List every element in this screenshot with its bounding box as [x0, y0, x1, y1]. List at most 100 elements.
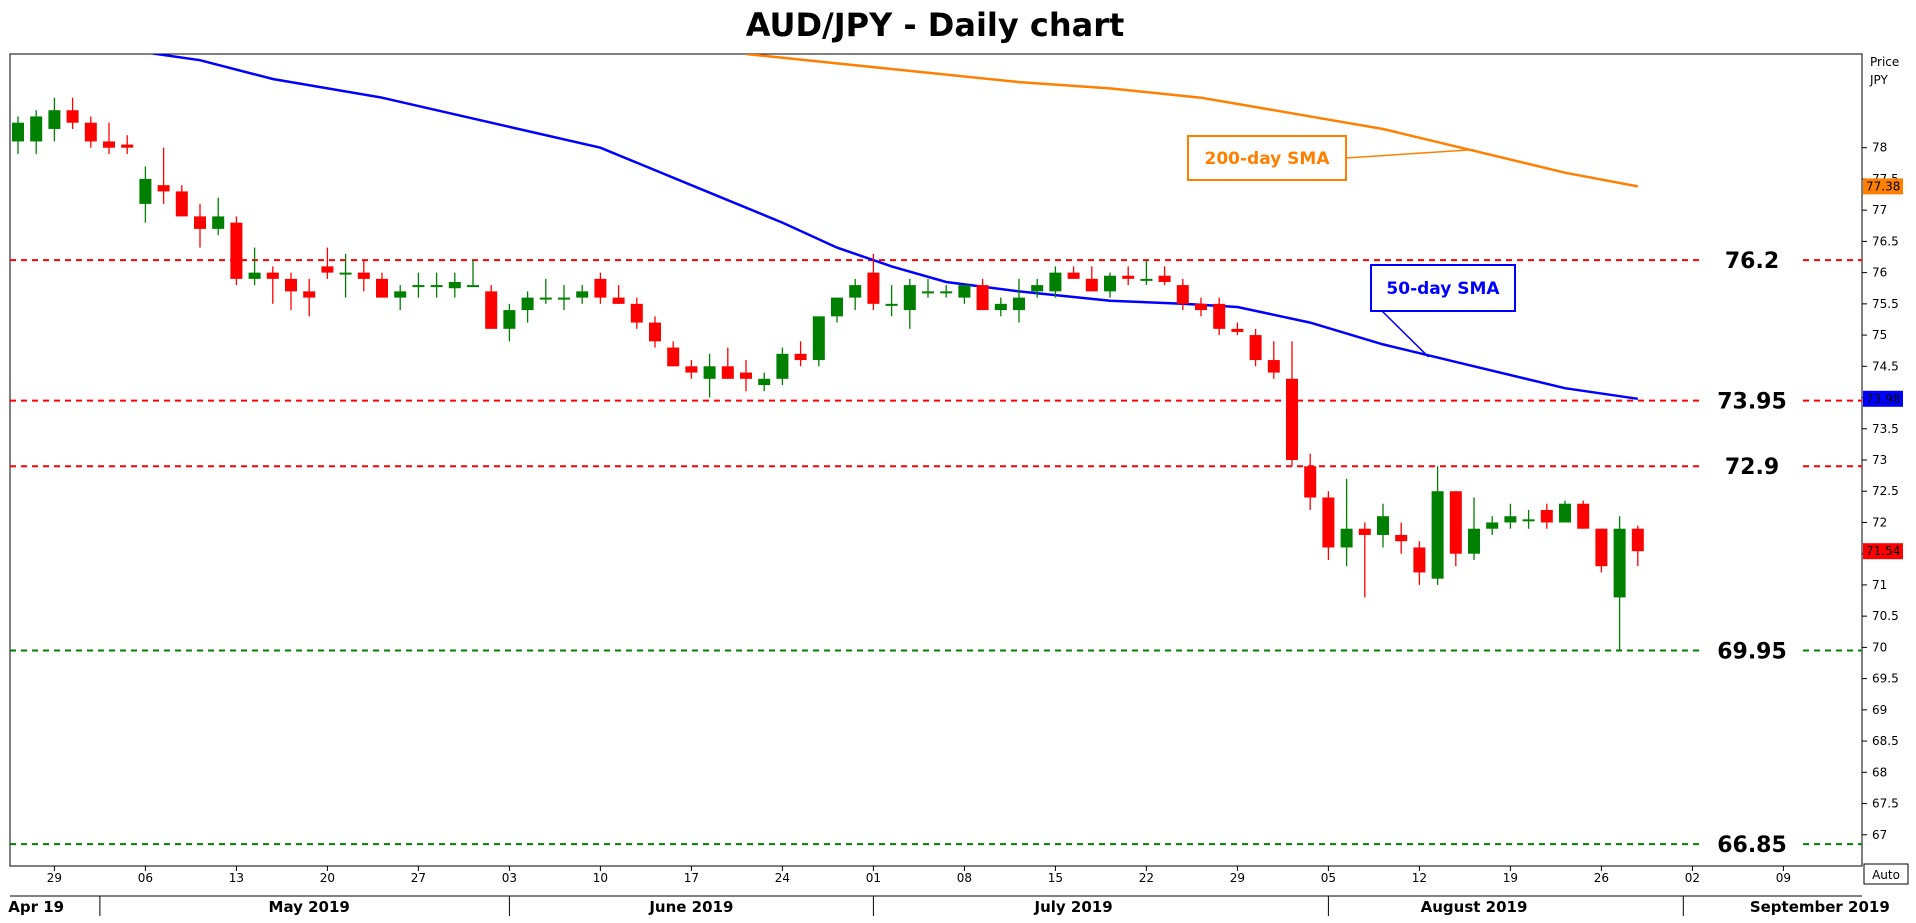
candle-body	[139, 178, 152, 204]
candle	[48, 97, 61, 142]
candle-body	[1013, 297, 1025, 311]
x-day-label: 03	[502, 871, 517, 885]
y-tick-label: 75	[1872, 328, 1887, 342]
annotations: 77.38 73.98 71.54 200-day SMA 50-day SMA Auto	[1187, 135, 1909, 885]
x-day-label: 13	[229, 871, 244, 885]
candle	[303, 278, 316, 317]
x-month-label: September 2019	[1750, 898, 1890, 916]
candle	[430, 272, 443, 298]
y-tick-label: 74.5	[1872, 359, 1899, 373]
level-label-bg	[1702, 386, 1802, 415]
candle	[175, 185, 188, 217]
auto-box	[1863, 863, 1909, 885]
candle	[922, 278, 934, 298]
candle-body	[121, 144, 134, 148]
candle-body	[394, 291, 407, 298]
x-month-label: May 2019	[269, 898, 350, 916]
candle-body	[812, 316, 825, 361]
x-day-label: 06	[138, 871, 153, 885]
price-tag-label: 77.38	[1866, 179, 1900, 193]
candle	[1631, 525, 1644, 567]
candle	[1286, 341, 1298, 467]
candle-body	[212, 216, 225, 229]
candle	[1104, 272, 1116, 298]
candle	[1431, 466, 1444, 585]
x-month-label: Apr 19	[8, 898, 64, 916]
candle	[230, 216, 243, 286]
x-day-label: 24	[775, 871, 790, 885]
candle	[1595, 528, 1608, 573]
candle-body	[303, 291, 316, 298]
candle	[685, 360, 698, 379]
candle-body	[1486, 522, 1499, 529]
candle	[994, 297, 1007, 317]
candle-body	[412, 285, 425, 288]
candle	[740, 360, 752, 392]
candle-body	[940, 291, 953, 294]
candle	[958, 285, 971, 304]
candle-body	[1085, 278, 1098, 292]
candle-body	[1358, 528, 1371, 535]
candle-body	[703, 366, 716, 379]
candle-body	[485, 291, 498, 329]
x-day-label: 17	[684, 871, 699, 885]
candle-body	[922, 291, 934, 294]
level-label: 66.85	[1717, 833, 1787, 858]
candle	[1158, 266, 1171, 286]
candle-body	[1267, 360, 1280, 373]
candle	[1176, 278, 1189, 311]
candle-body	[1413, 547, 1426, 573]
candle	[1358, 522, 1371, 598]
sma200-leader	[1345, 148, 1475, 159]
price-tag-label: 73.98	[1866, 392, 1900, 406]
currency-axis-label: JPY	[1869, 73, 1889, 87]
candle-body	[1122, 275, 1135, 279]
y-axis: 6767.56868.56969.57070.57171.57272.57373…	[1862, 55, 1899, 842]
candle	[867, 253, 880, 311]
candle	[721, 347, 734, 379]
level-label: 76.2	[1725, 249, 1779, 274]
candle	[1140, 260, 1153, 286]
candle-body	[630, 303, 643, 323]
x-day-label: 10	[593, 871, 608, 885]
candle	[812, 316, 825, 367]
candle	[703, 353, 716, 398]
x-day-label: 05	[1321, 871, 1336, 885]
candle-body	[831, 297, 843, 317]
candle	[266, 266, 279, 304]
candle-body	[740, 372, 752, 379]
x-day-label: 15	[1048, 871, 1063, 885]
candle-body	[649, 322, 661, 342]
x-day-label: 12	[1412, 871, 1427, 885]
x-day-label: 29	[47, 871, 62, 885]
y-tick-label: 72	[1872, 515, 1887, 529]
sma200-callout	[1187, 135, 1347, 181]
sma50-callout	[1370, 264, 1516, 312]
x-axis: 29 06 13 20 27 03 10 17 24 01 08 15 22 29 05 12 19 26 02 09…	[8, 866, 1890, 916]
y-tick-label: 72.5	[1872, 484, 1899, 498]
y-tick-label: 73	[1872, 453, 1887, 467]
candle	[1213, 297, 1226, 336]
plot-frame	[9, 53, 1863, 897]
candle	[84, 116, 97, 148]
x-day-label: 27	[411, 871, 426, 885]
y-tick-label: 70	[1872, 640, 1887, 654]
y-tick-label: 76.5	[1872, 234, 1899, 248]
candle	[1577, 500, 1590, 529]
candle-body	[1031, 285, 1044, 292]
candle-body	[958, 285, 971, 298]
x-month-label: July 2019	[1034, 898, 1113, 916]
level-label-bg	[1702, 452, 1802, 481]
candle	[1249, 328, 1262, 367]
candle-body	[594, 278, 607, 298]
candle-body	[503, 310, 516, 329]
candle	[849, 278, 862, 311]
price-tag-label: 71.54	[1866, 544, 1900, 558]
candle-body	[867, 272, 880, 304]
y-tick-label: 70.5	[1872, 609, 1899, 623]
candle-body	[1322, 497, 1335, 548]
candle-body	[1377, 516, 1389, 535]
x-day-label: 26	[1594, 871, 1609, 885]
candle	[12, 116, 24, 154]
candle-body	[1213, 303, 1226, 329]
